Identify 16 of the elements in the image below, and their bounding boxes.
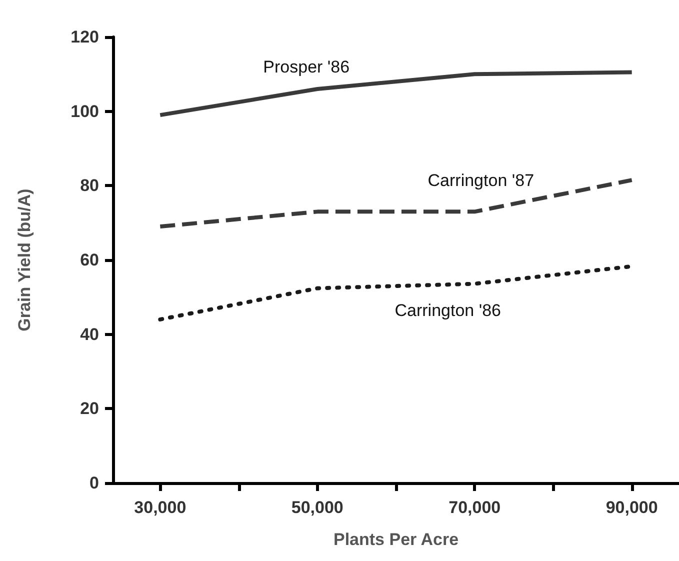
y-tick-label: 60 [80, 250, 99, 270]
y-tick-label: 20 [80, 399, 99, 418]
y-tick-label: 120 [70, 28, 99, 46]
series-label: Prosper '86 [263, 57, 350, 76]
y-axis-title: Grain Yield (bu/A) [15, 188, 34, 332]
y-tick-label: 80 [80, 176, 99, 196]
x-tick-label: 70,000 [448, 498, 501, 517]
x-tick-label: 50,000 [291, 498, 344, 517]
y-tick-label: 0 [90, 474, 99, 492]
x-axis-title: Plants Per Acre [333, 530, 459, 549]
y-tick-label: 100 [70, 102, 99, 121]
y-tick-label: 40 [80, 324, 99, 344]
x-tick-label: 90,000 [606, 498, 658, 517]
series-label: Carrington '86 [394, 301, 502, 320]
x-tick-label: 30,000 [134, 498, 186, 517]
series-label: Carrington '87 [428, 170, 534, 190]
